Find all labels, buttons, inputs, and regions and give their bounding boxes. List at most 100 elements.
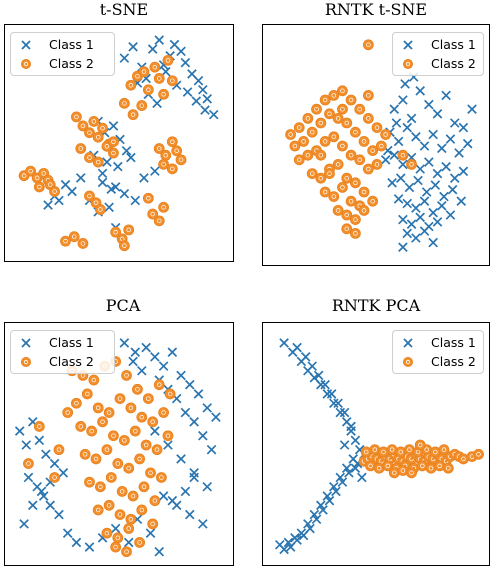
scatter-plot: [14, 338, 221, 558]
data-point: [88, 116, 100, 127]
data-point: [198, 84, 208, 95]
data-point: [316, 379, 326, 390]
data-point: [447, 184, 458, 195]
series-class-2: [285, 39, 417, 239]
data-point: [402, 198, 413, 209]
data-point: [27, 500, 38, 511]
data-point: [75, 143, 87, 154]
data-point: [184, 509, 195, 520]
data-point: [432, 217, 443, 227]
data-point: [121, 546, 132, 558]
legend: Class 1 Class 2: [10, 32, 115, 76]
chart-title: RNTK t-SNE: [324, 0, 428, 19]
data-point: [153, 143, 165, 154]
data-point: [202, 93, 213, 104]
data-point: [357, 472, 367, 483]
data-point: [153, 73, 165, 84]
data-point: [358, 186, 370, 198]
data-point: [147, 416, 159, 428]
legend-entry-class-1: Class 1: [397, 333, 477, 352]
data-point: [97, 168, 108, 179]
data-point: [49, 472, 60, 483]
data-point: [402, 228, 413, 239]
data-point: [158, 491, 169, 501]
data-point: [149, 61, 161, 73]
data-point: [167, 495, 178, 506]
data-point: [67, 186, 77, 197]
data-point: [88, 374, 100, 386]
data-point: [339, 407, 350, 418]
data-point: [152, 98, 162, 109]
data-point: [424, 157, 434, 167]
data-point: [108, 121, 119, 131]
data-point: [176, 46, 186, 57]
data-point: [136, 411, 148, 423]
data-point: [311, 514, 322, 525]
data-point: [141, 342, 151, 353]
data-point: [430, 180, 441, 190]
data-point: [118, 240, 130, 252]
data-point: [138, 481, 150, 493]
chart-panel-pca: PCA Class 1 Class 2: [0, 292, 246, 568]
data-point: [175, 154, 187, 166]
data-point: [341, 172, 353, 184]
data-point: [105, 472, 117, 483]
data-point: [147, 518, 159, 530]
data-point: [411, 233, 421, 243]
data-point: [406, 467, 417, 479]
data-point: [341, 223, 353, 235]
data-point: [362, 90, 374, 101]
data-point: [434, 460, 446, 472]
data-point: [362, 163, 374, 175]
data-point: [158, 88, 170, 100]
data-point: [167, 347, 178, 358]
legend-label: Class 2: [49, 354, 94, 369]
chart-panel-rntk-pca: RNTK PCA Class 1 Class 2: [246, 292, 492, 568]
x-marker-icon: [403, 39, 413, 50]
data-point: [84, 152, 95, 163]
data-point: [49, 186, 60, 197]
data-point: [134, 453, 146, 465]
data-point: [362, 39, 374, 51]
data-point: [345, 94, 357, 106]
data-point: [41, 449, 51, 460]
data-point: [398, 159, 408, 170]
data-point: [371, 122, 383, 133]
data-point: [92, 402, 104, 414]
data-point: [393, 136, 404, 147]
data-point: [300, 352, 311, 362]
data-point: [110, 226, 122, 238]
legend-label: Class 1: [49, 37, 94, 52]
legend-label: Class 2: [431, 56, 476, 71]
data-point: [202, 403, 213, 413]
series-class-1: [14, 338, 221, 557]
data-point: [114, 509, 126, 521]
data-point: [110, 182, 121, 192]
data-point: [126, 152, 136, 163]
data-point: [193, 389, 204, 399]
data-point: [367, 145, 379, 156]
legend-label: Class 1: [431, 37, 476, 52]
data-point: [23, 458, 34, 469]
data-point: [54, 195, 64, 206]
data-point: [164, 388, 176, 400]
series-class-1: [274, 338, 374, 555]
data-point: [134, 537, 146, 548]
data-point: [156, 472, 167, 483]
data-point: [81, 388, 93, 400]
data-point: [145, 528, 156, 538]
data-point: [77, 238, 89, 249]
data-point: [411, 131, 421, 142]
data-point: [432, 168, 443, 179]
data-point: [110, 523, 121, 534]
data-point: [441, 90, 451, 101]
data-point: [193, 75, 204, 86]
data-point: [298, 136, 309, 147]
data-point: [413, 175, 423, 186]
data-point: [94, 481, 106, 493]
data-point: [414, 439, 426, 451]
data-point: [34, 435, 45, 446]
data-point: [158, 361, 169, 371]
data-point: [189, 416, 199, 427]
chart-panel-rntk-tsne: RNTK t-SNE Class 1 Class 2: [246, 0, 492, 284]
